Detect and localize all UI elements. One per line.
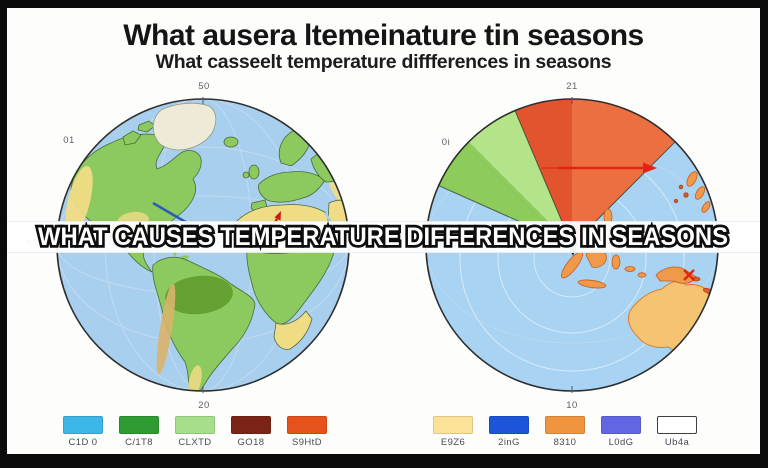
legend-item: Ub4a: [657, 416, 697, 448]
legend-item: E9Z6: [433, 416, 473, 448]
legend-swatch: [433, 416, 473, 434]
wedge-green-light: [468, 110, 572, 245]
legend-item: CLXTD: [175, 416, 215, 448]
right-globe-tick-top: 21: [566, 81, 578, 92]
legend-item: 8310: [545, 416, 585, 448]
right-globe-tick-left: 0i: [441, 137, 451, 148]
north-america: [70, 133, 202, 273]
legend-swatch: [231, 416, 271, 434]
andes-mountains: [156, 283, 176, 375]
legend-label: 8310: [553, 437, 577, 448]
page-title: What ausera ltemeinature tin seasons: [123, 19, 644, 52]
legend-item: GO18: [231, 416, 271, 448]
left-globe-tick-left: 01: [63, 135, 75, 146]
new-zealand: [704, 328, 718, 361]
right-legend: E9Z6 2inG 8310 L0dG Ub4a: [433, 416, 697, 448]
legend-swatch: [119, 416, 159, 434]
legend-label: C1D 0: [68, 437, 98, 448]
legend-item: C1D 0: [63, 416, 103, 448]
legend-item: C/1T8: [119, 416, 159, 448]
overlay-banner: WHAT CAUSES TEMPERATURE DIFFERENCES IN S…: [7, 221, 760, 253]
legend-item: 2inG: [489, 416, 529, 448]
greenland: [152, 102, 217, 151]
legend-label: C/1T8: [125, 437, 153, 448]
page-subtitle: What casseelt temperature diffferences i…: [155, 51, 612, 73]
wedge-orange-light: [572, 99, 676, 245]
amazon-forest: [165, 275, 233, 315]
legend-label: Ub4a: [664, 437, 690, 448]
legend-item: L0dG: [601, 416, 641, 448]
legend-swatch: [489, 416, 529, 434]
legend-label: CLXTD: [178, 437, 212, 448]
patagonia: [188, 365, 202, 391]
legend-label: GO18: [237, 437, 265, 448]
japan-islands: [686, 171, 711, 213]
left-globe-tick-top: 50: [198, 81, 210, 92]
right-globe-tick-bottom: 10: [566, 400, 578, 411]
page: What ausera ltemeinature tin seasons Wha…: [7, 8, 760, 454]
red-cross-marker: [683, 269, 695, 281]
legend-label: E9Z6: [440, 437, 466, 448]
legend-swatch: [601, 416, 641, 434]
wedge-green-dark: [438, 141, 572, 245]
ryukyu-islands: [673, 184, 689, 204]
overlay-banner-text: WHAT CAUSES TEMPERATURE DIFFERENCES IN S…: [38, 223, 728, 251]
legend-swatch: [63, 416, 103, 434]
southern-africa: [273, 310, 313, 350]
iceland: [223, 136, 239, 148]
legend-swatch: [657, 416, 697, 434]
left-globe-tick-bottom: 20: [198, 400, 210, 411]
legend-label: 2inG: [498, 437, 520, 448]
legend-swatch: [175, 416, 215, 434]
tasmania: [679, 355, 689, 363]
north-america-west-desert: [65, 165, 93, 237]
left-legend: C1D 0 C/1T8 CLXTD GO18 S9HtD: [63, 416, 327, 448]
indonesia-archipelago: [560, 248, 647, 289]
legend-label: S9HtD: [292, 437, 322, 448]
legend-label: L0dG: [608, 437, 634, 448]
red-arrow-horizontal: [542, 162, 657, 174]
wedge-orange-dark: [515, 99, 572, 245]
legend-swatch: [287, 416, 327, 434]
legend-swatch: [545, 416, 585, 434]
legend-item: S9HtD: [287, 416, 327, 448]
